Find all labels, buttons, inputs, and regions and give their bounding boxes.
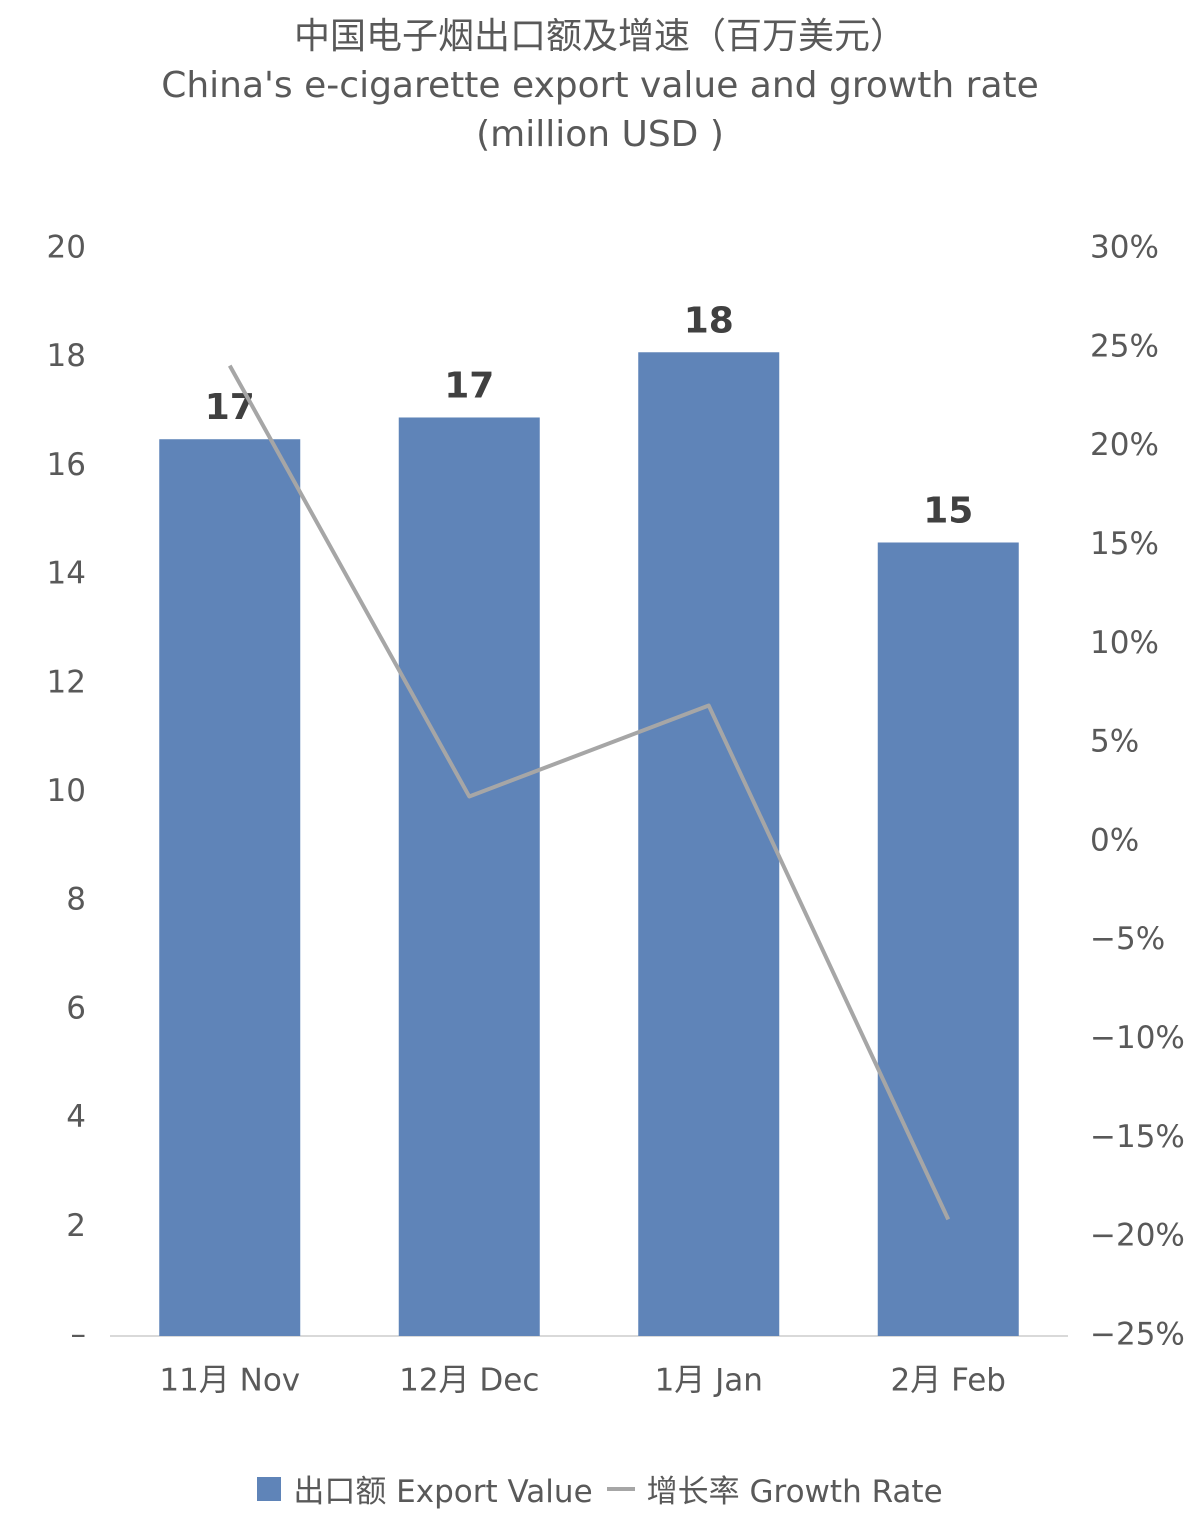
y-tick-label: 10: [47, 773, 86, 809]
value-label: 15: [923, 490, 973, 531]
y-tick-label: 16: [47, 447, 86, 483]
bar: [877, 542, 1019, 1336]
x-tick-label: 11月 Nov: [159, 1363, 300, 1399]
value-label: 17: [444, 365, 494, 406]
y2-tick-label: 25%: [1090, 328, 1159, 364]
line: [228, 364, 951, 1221]
bar: [398, 417, 540, 1336]
bar: [638, 352, 780, 1336]
y-tick-label: 12: [47, 664, 86, 700]
y2-tick-label: −20%: [1090, 1218, 1185, 1254]
legend-item: 增长率 Growth Rate: [606, 1466, 943, 1511]
y-tick-label: 8: [66, 882, 86, 918]
y2-tick-label: 30%: [1090, 230, 1159, 266]
y-tick-label: 14: [47, 556, 86, 592]
x-tick-label: 1月 Jan: [655, 1363, 763, 1399]
value-label: 18: [684, 300, 734, 341]
y-tick-label: 18: [47, 338, 86, 374]
chart-subtitle: China's e-cigarette export value and gro…: [161, 65, 1039, 155]
y-tick-label: 2: [66, 1208, 86, 1244]
y2-tick-label: −15%: [1090, 1119, 1185, 1155]
bar: [159, 439, 301, 1337]
y2-tick-label: 20%: [1090, 427, 1159, 463]
legend-label: 增长率 Growth Rate: [646, 1474, 943, 1510]
y2-tick-label: −10%: [1090, 1020, 1185, 1056]
y2-tick-label: −25%: [1090, 1317, 1185, 1353]
legend-label: 出口额 Export Value: [293, 1474, 593, 1510]
y2-tick-label: 15%: [1090, 526, 1159, 562]
y-tick-label: 6: [66, 990, 86, 1026]
legend-swatch: [257, 1476, 282, 1501]
y2-tick-label: 0%: [1090, 822, 1139, 858]
x-tick-label: 2月 Feb: [891, 1363, 1006, 1399]
y-tick-label: 20: [47, 230, 86, 266]
y-tick-label: 4: [66, 1099, 86, 1135]
legend-swatch: [606, 1486, 635, 1491]
chart-title: 中国电子烟出口额及增速（百万美元）: [293, 16, 906, 57]
legend: 出口额 Export Value 增长率 Growth Rate: [0, 1466, 1200, 1511]
y2-tick-label: 5%: [1090, 724, 1139, 760]
y-tick-label: –: [71, 1317, 87, 1353]
legend-item: 出口额 Export Value: [257, 1466, 593, 1511]
y2-tick-label: 10%: [1090, 625, 1159, 661]
y2-tick-label: −5%: [1090, 921, 1165, 957]
x-tick-label: 12月 Dec: [399, 1363, 539, 1399]
